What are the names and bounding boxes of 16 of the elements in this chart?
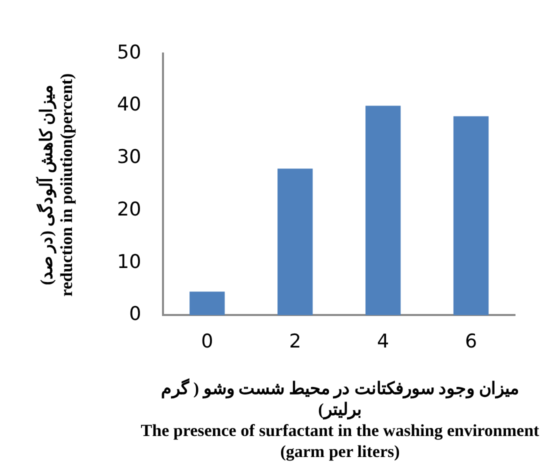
bar	[365, 106, 401, 316]
y-axis-title: میزان کاهش آلودگی (در صد) reduction in poiiution(percent)	[37, 72, 77, 299]
x-tick-label: 2	[289, 330, 302, 353]
x-tick-label: 0	[201, 330, 214, 353]
bar	[278, 168, 313, 316]
x-tick-label: 6	[464, 330, 478, 353]
x-axis-title: میزان وجود سورفکتانت در محیط شست وشو ( گرم برلیتر) The presence of surfactant in the washing environment (garm per liters)	[140, 378, 540, 462]
y-tick-label: 20	[116, 198, 142, 220]
y-tick-label: 0	[129, 303, 142, 326]
bar	[453, 116, 489, 316]
y-tick-label: 10	[116, 250, 142, 273]
x-tick-label: 4	[377, 330, 390, 353]
bar	[190, 292, 225, 316]
y-tick-label: 50	[116, 41, 142, 64]
y-tick-label: 30	[116, 146, 142, 168]
y-tick-label: 40	[116, 94, 142, 116]
